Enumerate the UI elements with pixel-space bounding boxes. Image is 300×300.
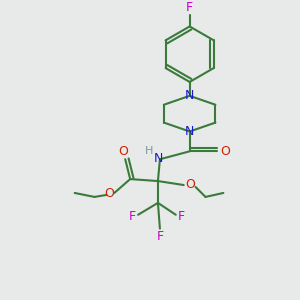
Text: N: N <box>185 89 194 102</box>
Text: F: F <box>156 230 164 243</box>
Text: O: O <box>186 178 196 190</box>
Text: N: N <box>154 152 164 165</box>
Text: O: O <box>104 188 114 200</box>
Text: F: F <box>186 1 193 14</box>
Text: H: H <box>145 146 153 156</box>
Text: F: F <box>129 210 136 223</box>
Text: O: O <box>220 145 230 158</box>
Text: N: N <box>185 125 194 138</box>
Text: O: O <box>118 145 128 158</box>
Text: F: F <box>178 210 185 223</box>
